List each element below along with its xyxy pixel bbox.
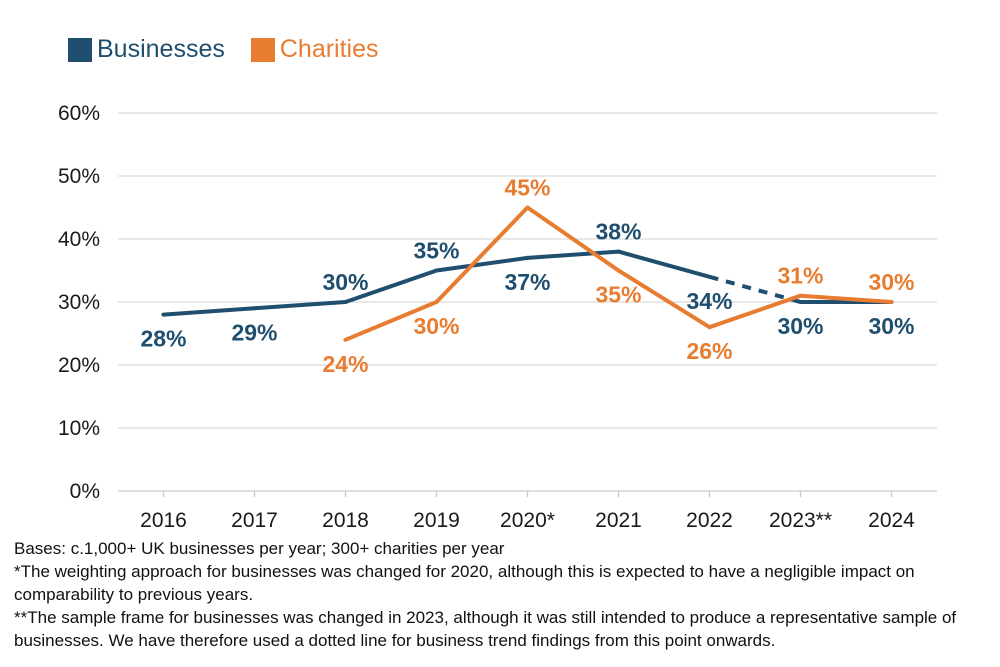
businesses-data-label-2017: 29% <box>231 319 277 345</box>
charities-line-segment <box>434 205 530 304</box>
charities-data-label-2020*: 45% <box>504 175 550 201</box>
businesses-line-segment <box>343 268 439 304</box>
businesses-data-label-2023**: 30% <box>777 313 823 339</box>
y-tick-label-0: 0% <box>70 480 100 503</box>
businesses-line-segment <box>434 255 530 273</box>
businesses-line-segment <box>525 249 621 260</box>
x-tick-label-2023**: 2023** <box>769 509 832 532</box>
businesses-data-label-2016: 28% <box>140 326 186 352</box>
x-tick-label-2017: 2017 <box>231 509 278 532</box>
charities-data-label-2024: 30% <box>868 269 914 295</box>
x-tick-label-2018: 2018 <box>322 509 369 532</box>
businesses-legend-label: Businesses <box>97 35 225 63</box>
y-tick-label-60: 60% <box>58 102 100 125</box>
x-tick-label-2024: 2024 <box>868 509 915 532</box>
x-tick-label-2022: 2022 <box>686 509 733 532</box>
x-tick-label-2019: 2019 <box>413 509 460 532</box>
footnote-bases: Bases: c.1,000+ UK businesses per year; … <box>14 539 505 558</box>
x-tick-label-2016: 2016 <box>140 509 187 532</box>
charities-data-label-2019: 30% <box>413 313 459 339</box>
charities-line-segment <box>707 293 803 330</box>
y-tick-label-50: 50% <box>58 165 100 188</box>
y-tick-label-40: 40% <box>58 228 100 251</box>
businesses-swatch <box>68 37 92 62</box>
charities-data-label-2022: 26% <box>686 338 732 364</box>
charities-swatch <box>250 37 275 62</box>
footnote-sample-frame: **The sample frame for businesses was ch… <box>14 608 957 650</box>
businesses-data-label-2022: 34% <box>686 288 732 314</box>
legend: Businesses Charities <box>68 37 379 62</box>
businesses-line-segment <box>252 300 348 311</box>
footnotes: Bases: c.1,000+ UK businesses per year; … <box>14 537 986 652</box>
charities-data-label-2018: 24% <box>322 351 368 377</box>
y-tick-label-10: 10% <box>58 417 100 440</box>
businesses-data-label-2020*: 37% <box>504 269 550 295</box>
footnote-weighting: *The weighting approach for businesses w… <box>14 562 915 604</box>
charities-data-label-2023**: 31% <box>777 263 823 289</box>
businesses-line-segment <box>616 249 712 279</box>
line-chart: 0% 10% 20% 30% 40% 50% 60% 2016 2017 2018 2019 2020… <box>58 102 937 532</box>
legend-item-businesses: Businesses <box>68 37 225 62</box>
charities-data-label-2021: 35% <box>595 282 641 308</box>
charities-line-segment <box>616 268 712 330</box>
charities-legend-label: Charities <box>279 35 379 63</box>
businesses-data-label-2021: 38% <box>595 219 641 245</box>
businesses-line-segment <box>161 306 257 317</box>
charities-line-segment <box>525 205 621 273</box>
businesses-data-label-2024: 30% <box>868 313 914 339</box>
charities-line-segment <box>343 300 439 342</box>
charities-line-segment <box>798 293 894 304</box>
businesses-data-label-2019: 35% <box>413 238 459 264</box>
legend-item-charities: Charities <box>250 35 379 63</box>
y-tick-label-20: 20% <box>58 354 100 377</box>
businesses-data-label-2018: 30% <box>322 269 368 295</box>
x-tick-label-2020*: 2020* <box>500 509 555 532</box>
x-tick-label-2021: 2021 <box>595 509 642 532</box>
y-tick-label-30: 30% <box>58 291 100 314</box>
